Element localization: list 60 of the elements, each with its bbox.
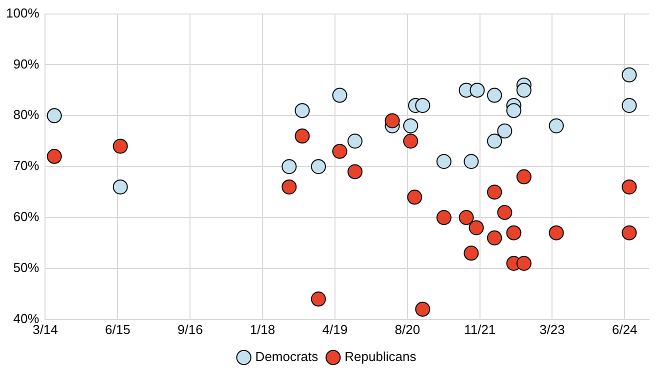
point bbox=[347, 164, 362, 180]
point bbox=[347, 134, 362, 149]
point bbox=[487, 134, 502, 149]
point bbox=[622, 98, 637, 113]
point bbox=[403, 134, 418, 149]
point bbox=[112, 179, 128, 194]
y-tick-label: 70% bbox=[13, 158, 40, 174]
point bbox=[487, 230, 502, 246]
point bbox=[548, 225, 564, 240]
x-tick-label: 1/18 bbox=[250, 322, 276, 337]
point bbox=[506, 103, 522, 118]
x-tick-label: 6/15 bbox=[105, 322, 130, 337]
y-tick-label: 50% bbox=[13, 260, 40, 276]
point bbox=[403, 118, 418, 134]
legend-label: Republicans bbox=[344, 349, 417, 364]
point bbox=[415, 302, 430, 317]
point bbox=[497, 123, 512, 138]
point bbox=[407, 190, 422, 205]
point bbox=[282, 179, 297, 194]
y-tick-label: 100% bbox=[6, 5, 40, 20]
point bbox=[464, 154, 479, 170]
point bbox=[46, 148, 62, 164]
point bbox=[46, 108, 62, 124]
point bbox=[415, 98, 430, 113]
point bbox=[310, 159, 326, 174]
point bbox=[622, 225, 637, 240]
point bbox=[622, 67, 637, 82]
point bbox=[470, 82, 485, 98]
x-tick-label: 9/16 bbox=[178, 322, 203, 337]
x-tick-label: 11/21 bbox=[464, 322, 496, 337]
point bbox=[436, 154, 452, 170]
x-tick-label: 3/23 bbox=[540, 322, 565, 337]
point bbox=[487, 88, 502, 103]
point bbox=[516, 256, 532, 271]
point bbox=[384, 113, 400, 128]
point bbox=[548, 118, 564, 134]
y-tick-label: 90% bbox=[13, 56, 40, 72]
point bbox=[487, 184, 502, 200]
point bbox=[516, 169, 532, 184]
point bbox=[497, 204, 512, 220]
y-tick-label: 80% bbox=[13, 107, 40, 122]
point bbox=[506, 225, 522, 240]
point bbox=[622, 179, 637, 194]
point bbox=[458, 210, 474, 226]
point bbox=[436, 210, 452, 226]
point bbox=[464, 246, 479, 261]
x-tick-label: 6/24 bbox=[612, 322, 638, 337]
x-tick-label: 8/20 bbox=[394, 322, 420, 337]
point bbox=[516, 82, 532, 98]
y-tick-label: 60% bbox=[13, 209, 40, 224]
point bbox=[294, 128, 310, 144]
point bbox=[332, 88, 348, 103]
legend-label: Democrats bbox=[255, 349, 319, 364]
point bbox=[282, 159, 297, 174]
point bbox=[294, 103, 310, 118]
point bbox=[310, 292, 326, 307]
point bbox=[332, 144, 348, 159]
point bbox=[112, 138, 128, 154]
point bbox=[468, 220, 484, 236]
x-tick-label: 4/19 bbox=[322, 322, 348, 337]
